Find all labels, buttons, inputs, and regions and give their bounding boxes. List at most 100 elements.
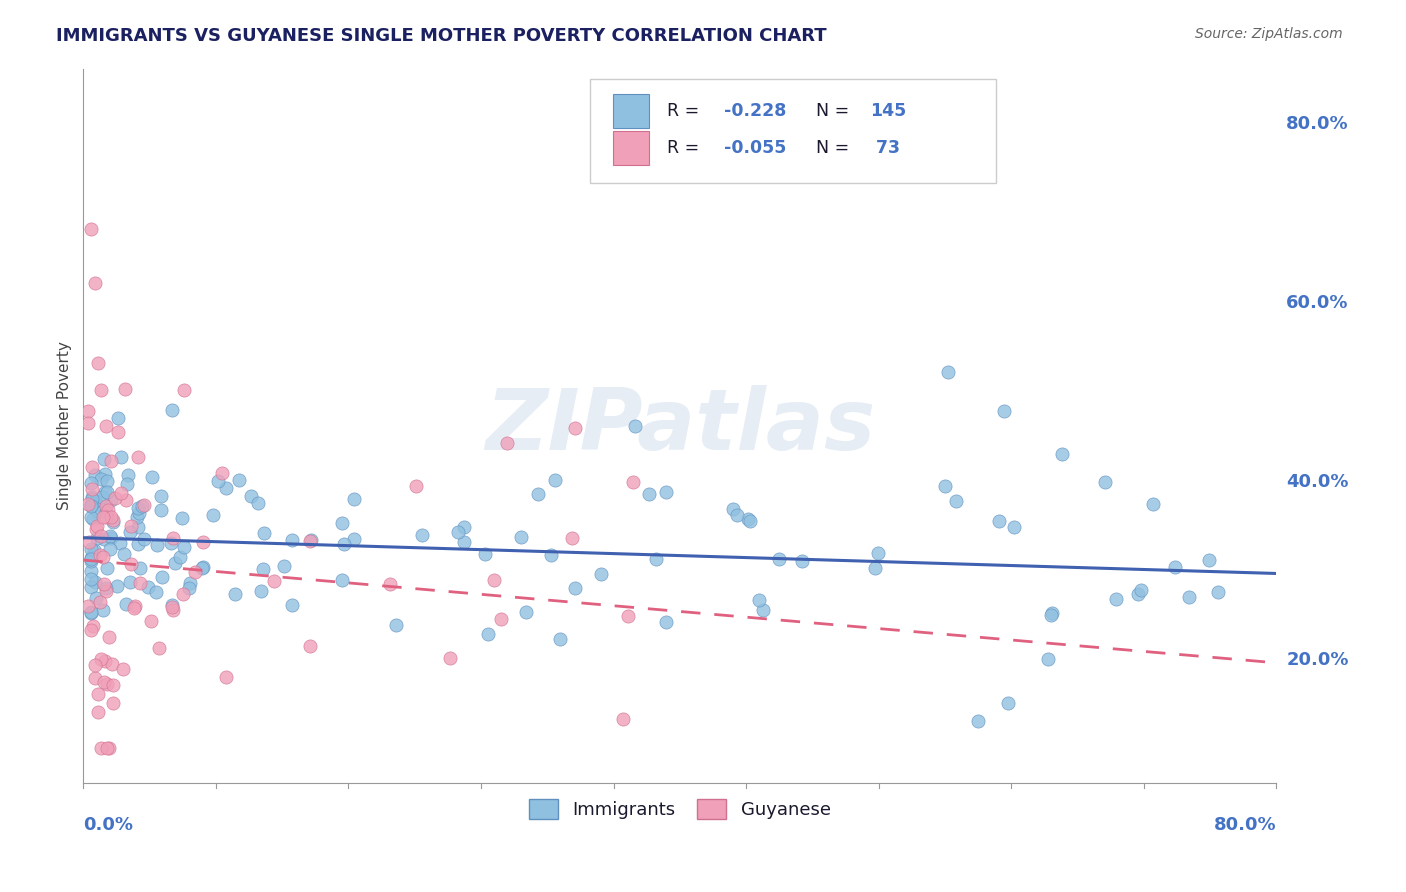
- Point: [207, 474, 229, 488]
- Point: [564, 420, 586, 434]
- Point: [80, 580, 103, 594]
- Text: -0.055: -0.055: [724, 139, 786, 157]
- Point: [247, 496, 270, 510]
- Point: [114, 382, 136, 396]
- Y-axis label: Single Mother Poverty: Single Mother Poverty: [58, 342, 72, 510]
- Point: [751, 602, 773, 616]
- Point: [385, 618, 408, 632]
- Point: [163, 556, 186, 570]
- Point: [160, 403, 183, 417]
- Point: [1177, 590, 1199, 604]
- Point: [172, 587, 194, 601]
- Point: [93, 675, 115, 690]
- Point: [938, 365, 960, 379]
- Point: [112, 547, 135, 561]
- Point: [967, 714, 990, 728]
- Point: [104, 491, 127, 505]
- Point: [239, 489, 262, 503]
- Point: [177, 581, 200, 595]
- Point: [637, 486, 659, 500]
- Point: [90, 740, 112, 755]
- Point: [100, 493, 122, 508]
- Point: [162, 531, 184, 545]
- Point: [228, 473, 250, 487]
- Point: [723, 502, 745, 516]
- Point: [80, 554, 103, 568]
- Point: [98, 542, 121, 557]
- Point: [86, 531, 108, 545]
- Point: [150, 570, 173, 584]
- Point: [97, 502, 120, 516]
- Point: [145, 584, 167, 599]
- Text: -0.228: -0.228: [724, 102, 786, 120]
- Point: [96, 510, 118, 524]
- Point: [148, 641, 170, 656]
- Point: [987, 514, 1010, 528]
- Point: [127, 500, 149, 515]
- Point: [80, 499, 103, 513]
- Point: [82, 490, 104, 504]
- Point: [110, 450, 132, 464]
- Point: [1126, 587, 1149, 601]
- Point: [1036, 652, 1059, 666]
- Point: [214, 670, 236, 684]
- Text: Source: ZipAtlas.com: Source: ZipAtlas.com: [1195, 27, 1343, 41]
- Point: [202, 508, 225, 522]
- Point: [621, 475, 644, 490]
- Point: [84, 658, 107, 673]
- Point: [564, 581, 586, 595]
- Point: [84, 494, 107, 508]
- Text: ZIPatlas: ZIPatlas: [485, 384, 875, 467]
- Point: [101, 696, 124, 710]
- Point: [96, 561, 118, 575]
- Point: [93, 451, 115, 466]
- Point: [330, 573, 353, 587]
- Point: [101, 678, 124, 692]
- Point: [740, 515, 762, 529]
- Point: [127, 520, 149, 534]
- Point: [86, 504, 108, 518]
- Point: [184, 565, 207, 579]
- Point: [94, 484, 117, 499]
- Point: [90, 384, 112, 398]
- Bar: [613, 131, 648, 165]
- Point: [193, 559, 215, 574]
- Point: [1050, 447, 1073, 461]
- Point: [128, 576, 150, 591]
- Point: [540, 548, 562, 562]
- Point: [150, 502, 173, 516]
- Point: [139, 614, 162, 628]
- Text: N =: N =: [815, 102, 855, 120]
- Point: [115, 597, 138, 611]
- Point: [117, 468, 139, 483]
- Point: [453, 535, 475, 549]
- Point: [1040, 607, 1063, 621]
- Point: [526, 486, 548, 500]
- Point: [343, 532, 366, 546]
- Text: R =: R =: [666, 139, 704, 157]
- Point: [107, 411, 129, 425]
- Point: [453, 519, 475, 533]
- Point: [115, 476, 138, 491]
- Point: [496, 435, 519, 450]
- Point: [624, 419, 647, 434]
- Point: [80, 572, 103, 586]
- Point: [100, 531, 122, 545]
- Point: [80, 606, 103, 620]
- Point: [173, 384, 195, 398]
- Point: [136, 580, 159, 594]
- Point: [193, 534, 215, 549]
- Point: [87, 356, 110, 370]
- Point: [84, 276, 107, 290]
- Point: [87, 705, 110, 719]
- Point: [76, 599, 98, 613]
- Point: [169, 549, 191, 564]
- Point: [114, 493, 136, 508]
- Point: [162, 603, 184, 617]
- Point: [128, 561, 150, 575]
- Point: [281, 598, 304, 612]
- Point: [411, 528, 433, 542]
- Point: [82, 492, 104, 507]
- Text: 0.0%: 0.0%: [83, 815, 134, 834]
- Point: [80, 475, 103, 490]
